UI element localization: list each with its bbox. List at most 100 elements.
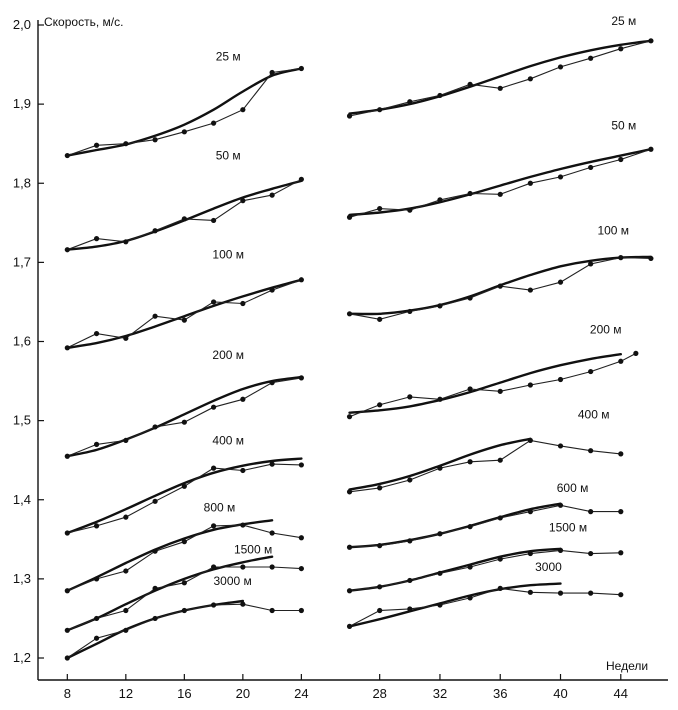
- data-point: [527, 287, 533, 293]
- data-point: [346, 489, 353, 495]
- series-group: 50 м: [64, 149, 304, 253]
- series-trend-line: [348, 353, 622, 414]
- data-point: [557, 547, 564, 553]
- x-tick-label: 36: [493, 686, 507, 701]
- data-point: [633, 350, 639, 356]
- data-point: [377, 402, 383, 408]
- y-tick-label: 1,5: [13, 413, 31, 428]
- data-point: [93, 615, 100, 622]
- series-trend-line: [66, 375, 303, 458]
- series-line: [349, 40, 652, 117]
- data-point: [269, 287, 275, 293]
- data-point: [298, 535, 304, 541]
- y-tick-label: 1,2: [13, 650, 31, 665]
- data-point: [618, 550, 624, 556]
- series-label: 800 м: [204, 501, 236, 515]
- series-label: 50 м: [216, 149, 241, 163]
- data-point: [123, 607, 129, 614]
- data-point: [93, 142, 100, 148]
- series-group: 50 м: [346, 118, 654, 220]
- series-group: 200 м: [346, 323, 639, 420]
- series-label: 25 м: [611, 14, 636, 28]
- series-group: 100 м: [346, 224, 654, 322]
- data-point: [64, 453, 70, 459]
- series-trend-line: [348, 437, 532, 491]
- data-point: [152, 498, 158, 504]
- data-point: [648, 38, 654, 44]
- series-trend-line: [348, 148, 653, 217]
- x-axis-title: Недели: [606, 659, 648, 673]
- series-line: [67, 67, 302, 157]
- data-point: [269, 607, 275, 614]
- data-point: [211, 120, 217, 126]
- data-point: [211, 404, 217, 410]
- x-tick-label: 24: [294, 686, 308, 701]
- data-point: [298, 277, 304, 283]
- data-point: [240, 300, 246, 307]
- data-point: [557, 279, 564, 285]
- series-label: 100 м: [597, 224, 629, 238]
- data-point: [618, 156, 624, 163]
- data-point: [437, 396, 443, 402]
- data-point: [123, 141, 129, 147]
- data-point: [152, 228, 158, 234]
- data-point: [181, 539, 187, 545]
- data-point: [298, 462, 304, 468]
- data-point: [93, 635, 100, 641]
- data-point: [437, 602, 443, 608]
- series-trend-line: [348, 582, 562, 628]
- series-line: [349, 439, 621, 493]
- data-point: [152, 548, 158, 554]
- data-point: [240, 198, 246, 204]
- data-point: [211, 299, 217, 305]
- x-tick-label: 40: [553, 686, 567, 701]
- data-point: [298, 65, 304, 72]
- x-tick-label: 16: [177, 686, 191, 701]
- data-point: [467, 190, 473, 197]
- data-point: [298, 607, 304, 614]
- data-point: [648, 146, 654, 152]
- data-point: [497, 515, 503, 521]
- data-point: [123, 239, 129, 245]
- series-label: 200 м: [212, 348, 244, 362]
- chart-axes: 1,2 1,3 1,4 1,5 1,6 1,7 1,8 1,9 2,0 8 12 16 20 24 28 32…: [13, 17, 668, 701]
- data-point: [618, 46, 624, 52]
- data-point: [152, 424, 158, 430]
- data-point: [467, 81, 473, 87]
- data-point: [346, 214, 353, 220]
- series-line: [67, 377, 302, 457]
- series-label: 1500 м: [234, 543, 272, 557]
- data-point: [181, 216, 187, 222]
- series-group: 200 м: [64, 348, 304, 459]
- data-point: [298, 375, 304, 381]
- data-point: [152, 585, 158, 591]
- series-line: [349, 587, 621, 627]
- data-point: [588, 448, 594, 454]
- data-point: [377, 485, 383, 491]
- data-point: [377, 584, 383, 590]
- series-line: [349, 504, 621, 548]
- series-line: [67, 463, 302, 534]
- data-point: [64, 345, 70, 351]
- x-tick-label: 28: [372, 686, 386, 701]
- data-point: [346, 544, 353, 550]
- series-label: 100 м: [212, 247, 244, 261]
- data-point: [618, 592, 624, 598]
- series-label: 50 м: [611, 118, 636, 132]
- data-point: [527, 382, 533, 388]
- data-point: [407, 477, 413, 483]
- series-group: 3000: [346, 560, 624, 629]
- series-label: 400 м: [578, 407, 610, 421]
- data-point: [557, 64, 564, 70]
- data-point: [437, 465, 443, 471]
- data-point: [588, 164, 594, 171]
- data-point: [588, 55, 594, 61]
- data-point: [497, 191, 503, 197]
- x-tick-label: 12: [119, 686, 133, 701]
- y-tick-label: 1,4: [13, 492, 31, 507]
- series-line: [67, 566, 302, 631]
- data-point: [377, 543, 383, 549]
- data-point: [181, 419, 187, 425]
- data-point: [269, 530, 275, 536]
- data-point: [298, 176, 304, 182]
